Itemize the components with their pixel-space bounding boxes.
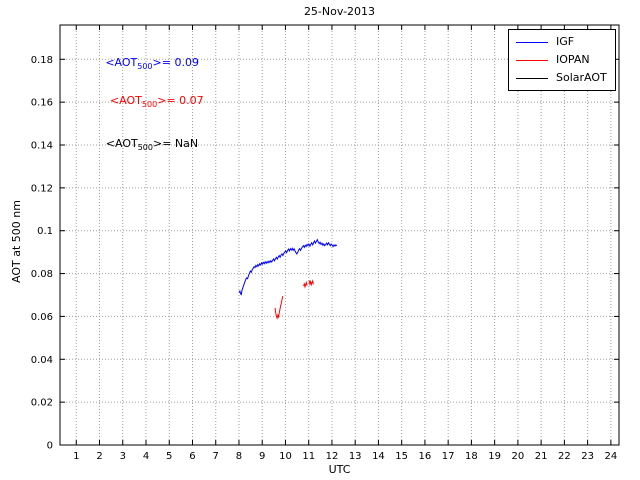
annotation-subscript: 500	[141, 100, 158, 110]
axes-box	[59, 24, 620, 446]
x-tick-label: 23	[581, 451, 594, 462]
annotation-text: >= 0.09	[152, 55, 199, 69]
y-tick-label: 0.06	[31, 312, 53, 323]
x-tick-label: 1	[73, 451, 79, 462]
x-tick-label: 21	[535, 451, 548, 462]
y-tick-label: 0	[47, 441, 53, 452]
chart-title: 25-Nov-2013	[303, 5, 376, 18]
series-igf-line	[238, 238, 338, 296]
y-tick-label: 0.08	[31, 269, 53, 280]
y-tick-label: 0.04	[31, 355, 53, 366]
y-axis-label: AOT at 500 nm	[10, 200, 23, 283]
x-tick-label: 11	[302, 451, 315, 462]
legend-entry-iopan: IOPAN	[509, 51, 615, 69]
y-tick-label: 0.18	[31, 55, 53, 66]
annotation-subscript: 500	[137, 61, 153, 71]
legend-label: SolarAOT	[556, 71, 607, 84]
x-tick-label: 20	[512, 451, 525, 462]
x-tick-label: 3	[120, 451, 126, 462]
annotation-text: >= 0.07	[157, 94, 204, 108]
y-tick-label: 0.02	[31, 398, 53, 409]
x-tick-label: 19	[488, 451, 501, 462]
x-tick-label: 17	[442, 451, 455, 462]
annotation-text: <AOT	[105, 137, 138, 150]
legend-line-sample-solaraot	[516, 77, 548, 79]
annotation-text: >= NaN	[153, 137, 199, 150]
annotation-text: <AOT	[109, 94, 142, 108]
x-tick-label: 8	[236, 451, 242, 462]
y-tick-label: 0.16	[31, 98, 53, 109]
x-tick-label: 22	[558, 451, 571, 462]
x-tick-label: 6	[189, 451, 195, 462]
y-tick-label: 0.14	[31, 141, 53, 152]
x-tick-label: 12	[326, 451, 339, 462]
mean-aot-annotation-igf: <AOT500>= 0.09	[105, 56, 199, 71]
legend-line-sample-iopan	[516, 59, 548, 61]
x-tick-label: 7	[213, 451, 219, 462]
legend-line-sample-igf	[516, 41, 548, 43]
legend-entry-igf: IGF	[509, 33, 615, 51]
legend: IGF IOPAN SolarAOT	[508, 29, 616, 91]
x-tick-label: 2	[96, 451, 102, 462]
x-tick-label: 16	[419, 451, 432, 462]
x-tick-label: 10	[279, 451, 292, 462]
x-tick-label: 24	[604, 451, 617, 462]
x-axis-label: UTC	[328, 463, 351, 476]
legend-label: IGF	[556, 35, 575, 48]
x-tick-label: 14	[372, 451, 385, 462]
mean-aot-annotation-solaraot: <AOT500>= NaN	[106, 137, 198, 152]
series-iopan-line	[308, 279, 314, 287]
x-tick-label: 18	[465, 451, 478, 462]
x-tick-label: 13	[349, 451, 362, 462]
y-tick-label: 0.1	[37, 226, 53, 237]
series-iopan-line	[274, 296, 284, 320]
series-iopan-line	[303, 280, 308, 289]
legend-label: IOPAN	[556, 53, 590, 66]
annotation-text: <AOT	[105, 55, 138, 69]
legend-entry-solaraot: SolarAOT	[509, 69, 615, 87]
x-tick-label: 15	[395, 451, 408, 462]
mean-aot-annotation-iopan: <AOT500>= 0.07	[110, 94, 204, 109]
y-tick-label: 0.12	[31, 183, 53, 194]
x-tick-label: 4	[143, 451, 149, 462]
annotation-subscript: 500	[137, 143, 153, 153]
x-tick-label: 5	[166, 451, 172, 462]
x-tick-label: 9	[259, 451, 265, 462]
